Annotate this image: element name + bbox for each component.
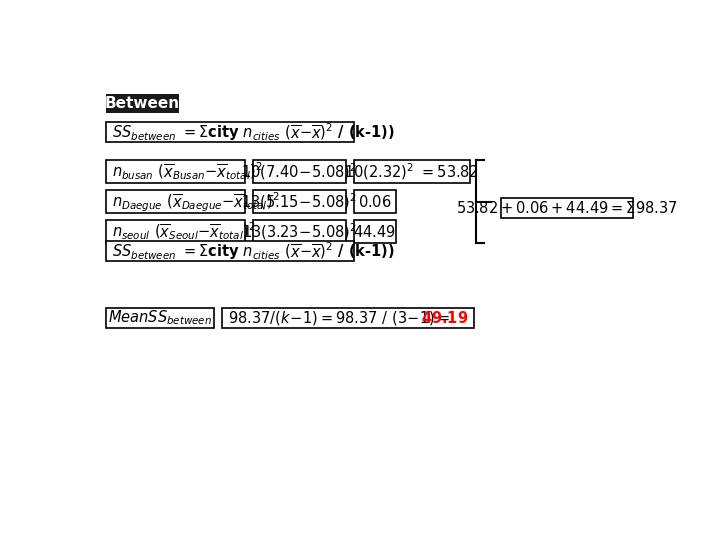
Text: $44.49$: $44.49$ (354, 224, 396, 240)
FancyBboxPatch shape (500, 198, 632, 218)
FancyBboxPatch shape (354, 190, 396, 213)
Text: $SS_{between}$ $= \Sigma$city $n_{cities}$ $(\overline{x}$$- \overline{x})^{2}$ : $SS_{between}$ $= \Sigma$city $n_{cities… (112, 240, 395, 262)
Text: $\mathbf{49.19}$: $\mathbf{49.19}$ (420, 310, 468, 326)
FancyBboxPatch shape (354, 220, 396, 244)
FancyBboxPatch shape (354, 160, 469, 184)
FancyBboxPatch shape (106, 308, 214, 328)
FancyBboxPatch shape (253, 190, 346, 213)
Text: $n_{busan}$ $(\overline{x}_{Busan}$$-\overline{x}_{total})^{2}$: $n_{busan}$ $(\overline{x}_{Busan}$$-\ov… (112, 161, 262, 183)
Text: Between: Between (104, 96, 180, 111)
FancyBboxPatch shape (106, 160, 245, 184)
Text: $10(2.32)^{2}$ $= 53.82$: $10(2.32)^{2}$ $= 53.82$ (344, 161, 479, 182)
FancyBboxPatch shape (106, 94, 179, 112)
Text: $0.06$: $0.06$ (358, 194, 392, 210)
FancyBboxPatch shape (106, 220, 245, 244)
FancyBboxPatch shape (253, 160, 346, 184)
Text: $13(3.23\!-\!5.08)^{2}$: $13(3.23\!-\!5.08)^{2}$ (242, 221, 357, 242)
FancyBboxPatch shape (106, 190, 245, 213)
Text: $13(5.15\!-\!5.08)^{2}$: $13(5.15\!-\!5.08)^{2}$ (241, 192, 357, 212)
Text: $53.82+0.06+44.49 = \Sigma98.37$: $53.82+0.06+44.49 = \Sigma98.37$ (456, 200, 678, 216)
Text: $MeanSS_{between}$: $MeanSS_{between}$ (108, 309, 212, 327)
FancyBboxPatch shape (222, 308, 474, 328)
FancyBboxPatch shape (253, 220, 346, 244)
FancyBboxPatch shape (106, 241, 354, 261)
Text: $10(7.40\!-\!5.08)^{2}$: $10(7.40\!-\!5.08)^{2}$ (241, 161, 357, 182)
FancyBboxPatch shape (106, 122, 354, 142)
Text: $SS_{between}$ $= \Sigma$city $n_{cities}$ $(\overline{x}$$- \overline{x})^{2}$ : $SS_{between}$ $= \Sigma$city $n_{cities… (112, 121, 395, 143)
Text: $98.37/(k\!-\!1) = 98.37\ /\ (3\!-\!1) = $: $98.37/(k\!-\!1) = 98.37\ /\ (3\!-\!1) =… (228, 309, 450, 327)
Text: $n_{Daegue}$ $(\overline{x}_{Daegue}$$-\overline{x}_{total})^{2}$: $n_{Daegue}$ $(\overline{x}_{Daegue}$$-\… (112, 190, 279, 213)
Text: $n_{seoul}$ $(\overline{x}_{Seoul}$$-\overline{x}_{total})^{2}$: $n_{seoul}$ $(\overline{x}_{Seoul}$$-\ov… (112, 221, 256, 242)
